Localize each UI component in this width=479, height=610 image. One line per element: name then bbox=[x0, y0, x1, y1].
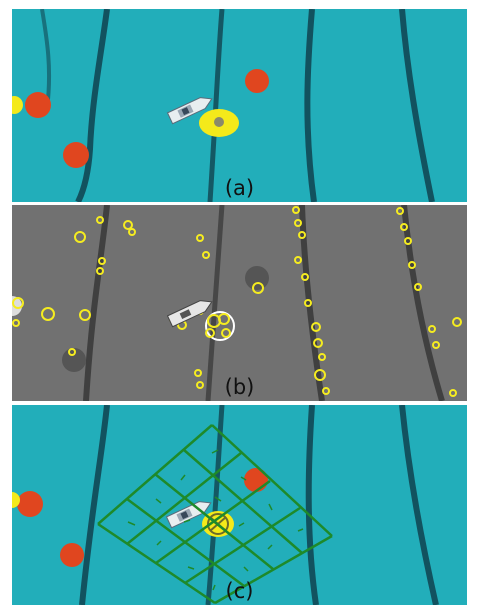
boat bbox=[165, 501, 212, 529]
buoy bbox=[25, 92, 51, 118]
boat bbox=[166, 97, 213, 125]
buoy bbox=[245, 69, 269, 93]
panel-caption-a: (a) bbox=[224, 176, 255, 200]
panel-a-pool-scene: (a) bbox=[12, 9, 467, 202]
buoy bbox=[17, 491, 43, 517]
pool-image-c bbox=[12, 405, 467, 605]
grid-overlay bbox=[97, 424, 333, 605]
buoy bbox=[60, 543, 84, 567]
detected-features bbox=[12, 206, 462, 397]
yellow-marker bbox=[12, 492, 20, 508]
panel-c-grid-overlay: (c) bbox=[12, 405, 467, 605]
panel-caption-c: (c) bbox=[225, 579, 254, 603]
yellow-marker bbox=[12, 96, 23, 114]
panel-caption-b: (b) bbox=[224, 375, 255, 399]
buoy bbox=[244, 468, 268, 492]
grid-arrows bbox=[127, 449, 304, 591]
grayscale-image-b bbox=[12, 205, 467, 401]
boat bbox=[166, 300, 213, 328]
panel-b-feature-detection: (b) bbox=[12, 205, 467, 401]
pool-image-a bbox=[12, 9, 467, 202]
buoy bbox=[63, 142, 89, 168]
